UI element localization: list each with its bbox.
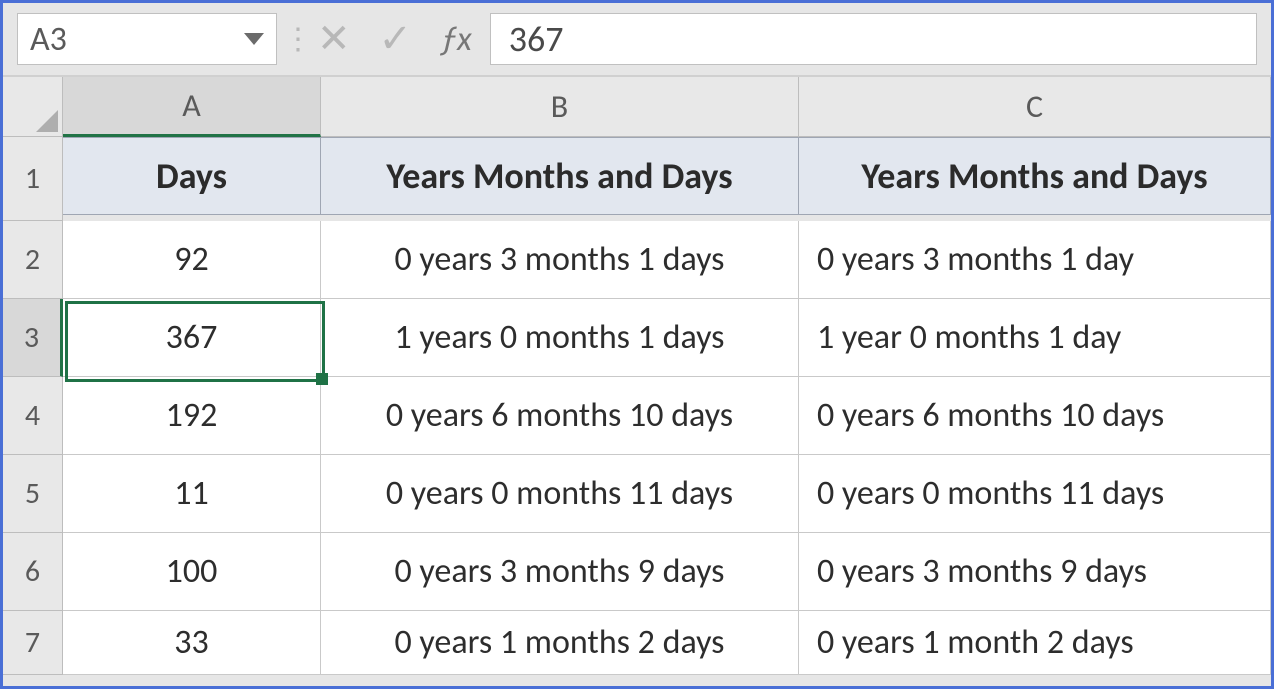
formula-value: 367 [509, 17, 564, 61]
cell-C5[interactable]: 0 years 0 months 11 days [799, 455, 1271, 533]
cell-B1[interactable]: Years Months and Days [321, 137, 799, 215]
cell-A7[interactable]: 33 [63, 611, 321, 675]
cell-A4[interactable]: 192 [63, 377, 321, 455]
select-all-triangle-icon [36, 110, 58, 132]
cell-C6[interactable]: 0 years 3 months 9 days [799, 533, 1271, 611]
cell-A2[interactable]: 92 [63, 221, 321, 299]
col-head-A[interactable]: A [63, 77, 321, 137]
cell-B3[interactable]: 1 years 0 months 1 days [321, 299, 799, 377]
cell-C3[interactable]: 1 year 0 months 1 day [799, 299, 1271, 377]
formula-bar-separator: ⋮ [283, 3, 313, 75]
row-head-3[interactable]: 3 [3, 299, 63, 377]
row-head-1[interactable]: 1 [3, 137, 63, 221]
row-head-6[interactable]: 6 [3, 533, 63, 611]
cell-B5[interactable]: 0 years 0 months 11 days [321, 455, 799, 533]
cell-A6[interactable]: 100 [63, 533, 321, 611]
excel-window: A3 ⋮ ✕ ✓ ƒx 367 A B C 1 Days Years Month… [0, 0, 1274, 689]
name-box-value: A3 [30, 19, 67, 60]
cell-B2[interactable]: 0 years 3 months 1 days [321, 221, 799, 299]
cell-B4[interactable]: 0 years 6 months 10 days [321, 377, 799, 455]
spreadsheet-grid: A B C 1 Days Years Months and Days Years… [3, 77, 1271, 675]
formula-input[interactable]: 367 [490, 13, 1257, 65]
row-head-4[interactable]: 4 [3, 377, 63, 455]
formula-bar-buttons: ✕ ✓ ƒx [313, 3, 484, 75]
cell-C7[interactable]: 0 years 1 month 2 days [799, 611, 1271, 675]
fx-icon[interactable]: ƒx [440, 19, 472, 60]
formula-bar: A3 ⋮ ✕ ✓ ƒx 367 [3, 3, 1271, 77]
cell-C4[interactable]: 0 years 6 months 10 days [799, 377, 1271, 455]
cell-B7[interactable]: 0 years 1 months 2 days [321, 611, 799, 675]
name-box[interactable]: A3 [17, 13, 277, 65]
row-head-2[interactable]: 2 [3, 221, 63, 299]
select-all-corner[interactable] [3, 77, 63, 137]
cell-A3[interactable]: 367 [63, 299, 321, 377]
cell-A5[interactable]: 11 [63, 455, 321, 533]
cell-C2[interactable]: 0 years 3 months 1 day [799, 221, 1271, 299]
row-head-7[interactable]: 7 [3, 611, 63, 675]
cell-A1[interactable]: Days [63, 137, 321, 215]
name-box-dropdown-icon[interactable] [244, 33, 264, 45]
cell-B6[interactable]: 0 years 3 months 9 days [321, 533, 799, 611]
col-head-C[interactable]: C [799, 77, 1271, 137]
cancel-icon[interactable]: ✕ [317, 19, 351, 59]
row-head-5[interactable]: 5 [3, 455, 63, 533]
enter-icon[interactable]: ✓ [379, 19, 413, 59]
col-head-B[interactable]: B [321, 77, 799, 137]
cell-C1[interactable]: Years Months and Days [799, 137, 1271, 215]
